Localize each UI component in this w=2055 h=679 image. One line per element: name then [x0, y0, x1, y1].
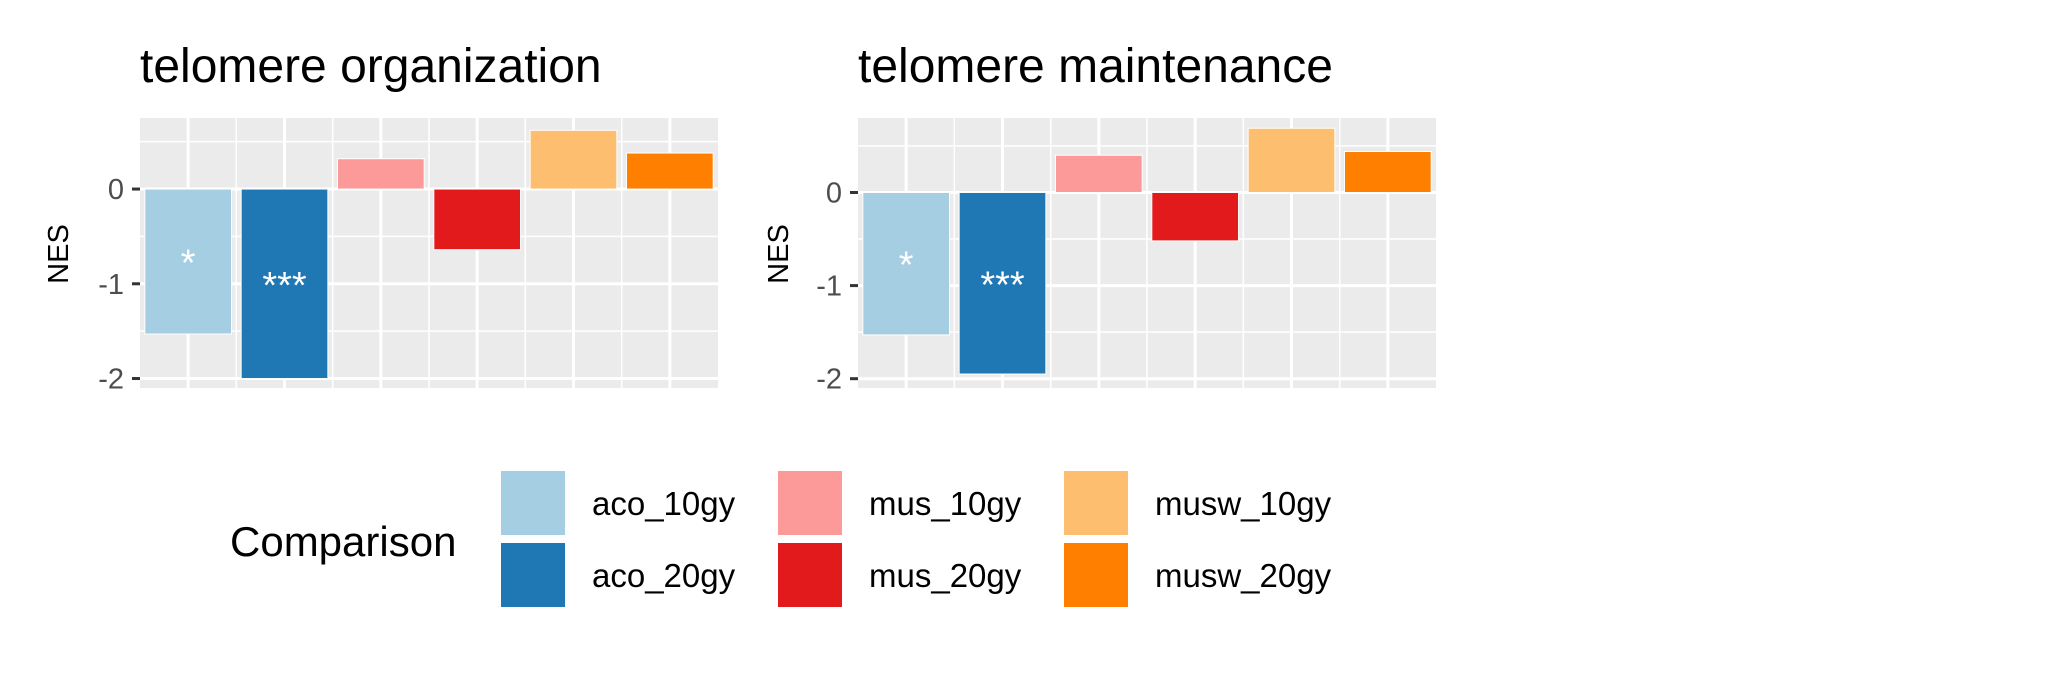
- y-tick-label: -2: [816, 364, 842, 396]
- chart-telomere-maintenance: telomere maintenance NES 0-1-2* ***: [763, 40, 1436, 396]
- bar-musw_10gy: [529, 129, 618, 190]
- y-axis-label: NES: [43, 224, 75, 284]
- legend-key-musw_20gy: [1062, 541, 1130, 609]
- significance-label: ***: [980, 264, 1025, 306]
- legend-items: aco_10gy aco_20gy mus_10gy mus_20gy musw_10g…: [499, 469, 1332, 609]
- y-tick-label: -1: [816, 271, 842, 303]
- legend: Comparison aco_10gy aco_20gy mus_10gy mus_2…: [230, 469, 1332, 609]
- significance-label: ***: [262, 265, 307, 307]
- bar-mus_10gy: [1054, 154, 1143, 193]
- legend-key-musw_10gy: [1062, 469, 1130, 537]
- chart-title: telomere maintenance: [858, 40, 1333, 93]
- bar-mus_10gy: [336, 158, 425, 190]
- legend-key-aco_20gy: [499, 541, 567, 609]
- significance-label: *: [899, 245, 914, 287]
- legend-key-aco_10gy: [499, 469, 567, 537]
- plot-area: 0-1-2****: [98, 118, 718, 396]
- y-tick-label: 0: [826, 177, 842, 209]
- legend-label-aco_20gy: aco_20gy: [592, 557, 736, 594]
- y-tick-label: 0: [108, 174, 124, 206]
- legend-label-mus_20gy: mus_20gy: [869, 557, 1022, 594]
- bar-aco_10gy: [862, 191, 951, 336]
- bar-aco_20gy: [240, 188, 329, 380]
- bar-aco_10gy: [144, 188, 233, 335]
- bar-musw_20gy: [1343, 151, 1432, 193]
- chart-telomere-organization: telomere organization NES 0-1-2****: [43, 40, 718, 396]
- bar-mus_20gy: [433, 188, 522, 251]
- legend-title: Comparison: [230, 518, 456, 565]
- y-axis-label: NES: [763, 224, 795, 284]
- legend-label-musw_20gy: musw_20gy: [1155, 557, 1332, 594]
- chart-title: telomere organization: [140, 40, 602, 93]
- legend-label-musw_10gy: musw_10gy: [1155, 485, 1332, 522]
- y-tick-label: -2: [98, 364, 124, 396]
- bar-aco_20gy: [958, 191, 1047, 375]
- legend-key-mus_10gy: [776, 469, 844, 537]
- significance-label: *: [181, 243, 196, 285]
- legend-label-mus_10gy: mus_10gy: [869, 485, 1022, 522]
- bar-musw_20gy: [625, 152, 714, 190]
- plot-area: 0-1-2****: [816, 118, 1436, 396]
- y-tick-label: -1: [98, 269, 124, 301]
- legend-label-aco_10gy: aco_10gy: [592, 485, 736, 522]
- legend-key-mus_20gy: [776, 541, 844, 609]
- bar-mus_20gy: [1151, 191, 1240, 242]
- bar-musw_10gy: [1247, 127, 1336, 193]
